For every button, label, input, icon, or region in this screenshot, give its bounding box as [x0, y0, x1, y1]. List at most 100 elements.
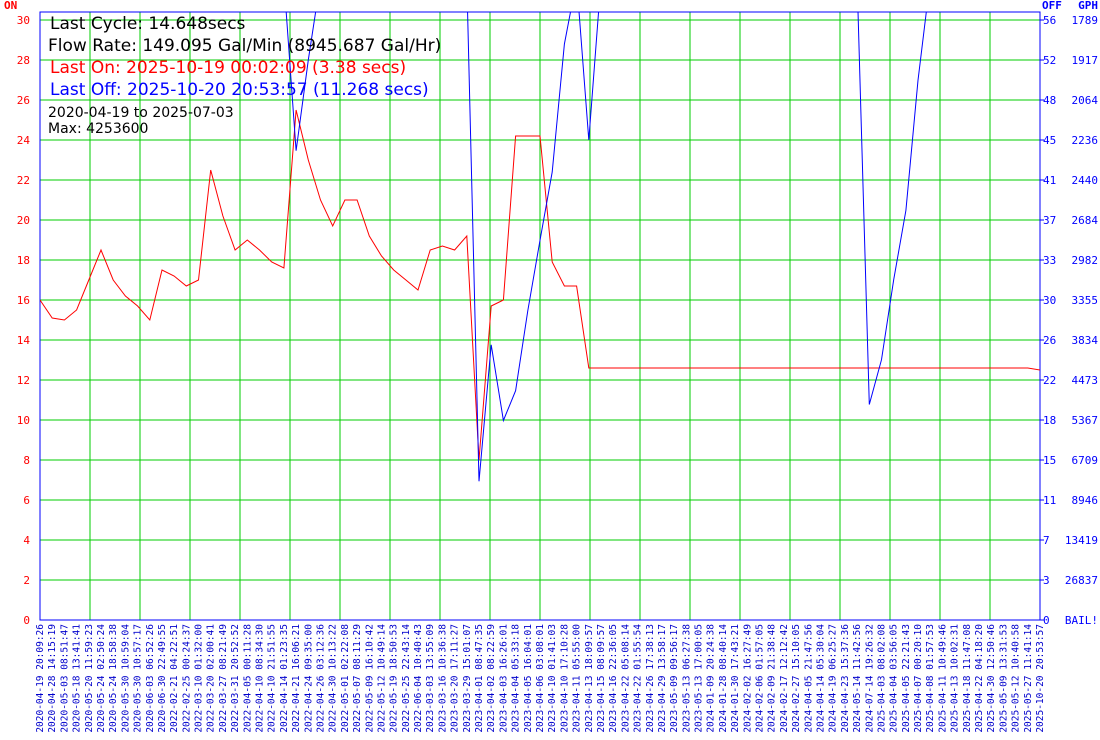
- y-tick-label: 8: [23, 454, 30, 467]
- gph-tick-label: 2064: [1072, 94, 1099, 107]
- x-tick-label: 2020-06-30 22:49:55: [157, 624, 168, 733]
- x-tick-label: 2024-01-30 17:43:21: [730, 624, 741, 733]
- vertical-grid: [39, 12, 1041, 621]
- x-tick-label: 2022-04-10 21:51:55: [267, 624, 278, 733]
- x-tick-label: 2025-04-07 00:20:10: [913, 624, 924, 733]
- date-range: 2020-04-19 to 2025-07-03: [48, 105, 234, 121]
- x-tick-label: 2025-04-22 04:18:20: [974, 624, 985, 733]
- y2-tick-label: 30: [1043, 294, 1056, 307]
- gph-tick-label: 1789: [1072, 14, 1099, 27]
- x-tick-label: 2023-04-01 08:47:35: [474, 624, 485, 733]
- gph-tick-label: 3355: [1072, 294, 1099, 307]
- gph-tick-label: 13419: [1065, 534, 1098, 547]
- x-tick-label: 2022-05-25 22:43:14: [401, 624, 412, 733]
- gph-tick-label: 1917: [1072, 54, 1099, 67]
- x-tick-label: 2022-03-27 08:21:49: [218, 624, 229, 733]
- gph-tick-label: 26837: [1065, 574, 1098, 587]
- x-tick-label: 2020-05-24 18:58:38: [108, 624, 119, 733]
- y-tick-label: 26: [17, 94, 30, 107]
- y2-tick-label: 26: [1043, 334, 1056, 347]
- y2-tick-label: 0: [1043, 614, 1050, 627]
- y2-tick-label: 15: [1043, 454, 1056, 467]
- x-tick-label: 2025-05-12 10:40:58: [1011, 624, 1022, 733]
- x-tick-label: 2020-05-24 02:50:24: [96, 624, 107, 733]
- x-tick-label: 2020-04-19 20:09:26: [35, 624, 46, 733]
- x-tick-label: 2022-05-01 02:22:08: [340, 624, 351, 733]
- y-tick-label: 16: [17, 294, 30, 307]
- gph-axis-label: GPH: [1078, 0, 1098, 12]
- y2-tick-label: 33: [1043, 254, 1056, 267]
- y2-tick-label: 41: [1043, 174, 1056, 187]
- x-tick-label: 2023-04-26 17:38:13: [645, 624, 656, 733]
- y-tick-label: 14: [17, 334, 31, 347]
- off-axis-label: OFF: [1042, 0, 1062, 12]
- y-tick-label: 30: [17, 14, 30, 27]
- x-tick-label: 2022-03-31 20:52:52: [230, 624, 241, 733]
- last-cycle: Last Cycle: 14.648secs: [50, 14, 246, 34]
- x-tick-label: 2020-04-28 14:15:19: [47, 624, 58, 733]
- gph-tick-label: 2684: [1072, 214, 1099, 227]
- x-tick-label: 2023-04-10 01:41:03: [547, 624, 558, 733]
- x-tick-label: 2023-04-03 16:26:01: [498, 624, 509, 733]
- x-tick-label: 2022-03-20 02:00:41: [206, 624, 217, 733]
- y-tick-label: 28: [17, 54, 30, 67]
- x-tick-label: 2022-02-25 00:24:37: [181, 624, 192, 733]
- x-tick-label: 2022-05-12 10:49:14: [376, 624, 387, 733]
- on-axis-label: ON: [4, 0, 17, 12]
- y2-tick-label: 3: [1043, 574, 1050, 587]
- x-tick-label: 2023-04-02 08:22:59: [486, 624, 497, 733]
- x-tick-label: 2022-04-24 09:35:00: [303, 624, 314, 733]
- x-tick-label: 2020-06-03 06:52:26: [145, 624, 156, 733]
- x-tick-label: 2024-04-23 15:37:36: [840, 624, 851, 733]
- y-tick-label: 24: [17, 134, 31, 147]
- x-tick-label: 2025-04-04 03:56:05: [889, 624, 900, 733]
- x-tick-label: 2025-05-09 13:31:53: [998, 624, 1009, 733]
- x-tick-label: 2024-04-05 21:47:56: [803, 624, 814, 733]
- y-tick-label: 20: [17, 214, 30, 227]
- x-tick-label: 2024-02-17 12:12:42: [779, 624, 790, 733]
- gph-tick-label: 5367: [1072, 414, 1099, 427]
- y2-tick-label: 18: [1043, 414, 1056, 427]
- y2-tick-label: 56: [1043, 14, 1056, 27]
- plot-frame: [39, 11, 1041, 621]
- x-tick-label: 2025-04-11 10:49:46: [937, 624, 948, 733]
- x-tick-label: 2022-04-14 01:23:35: [279, 624, 290, 733]
- y2-tick-label: 37: [1043, 214, 1056, 227]
- gph-tick-label: BAIL!: [1065, 614, 1098, 627]
- x-tick-label: 2020-05-20 11:59:23: [84, 624, 95, 733]
- x-tick-label: 2023-04-22 01:55:54: [633, 624, 644, 733]
- x-tick-label: 2023-04-04 05:33:18: [511, 624, 522, 733]
- y2-tick-label: 7: [1043, 534, 1050, 547]
- x-tick-label: 2025-04-03 08:02:08: [876, 624, 887, 733]
- y2-tick-label: 52: [1043, 54, 1056, 67]
- x-tick-label: 2025-04-30 12:50:46: [986, 624, 997, 733]
- gph-tick-label: 4473: [1072, 374, 1099, 387]
- x-tick-label: 2025-10-20 20:53:57: [1035, 624, 1046, 733]
- y-tick-label: 4: [23, 534, 30, 547]
- x-tick-label: 2024-02-06 01:57:05: [755, 624, 766, 733]
- gph-tick-label: 2440: [1072, 174, 1099, 187]
- x-tick-label: 2025-04-13 10:02:31: [950, 624, 961, 733]
- x-tick-label: 2023-04-05 16:04:01: [523, 624, 534, 733]
- gph-tick-label: 3834: [1072, 334, 1099, 347]
- x-tick-label: 2024-04-19 06:25:27: [828, 624, 839, 733]
- x-tick-label: 2024-07-14 19:26:32: [864, 624, 875, 733]
- y2-tick-label: 45: [1043, 134, 1056, 147]
- x-tick-label: 2023-04-16 22:36:05: [608, 624, 619, 733]
- x-tick-label: 2022-05-19 18:50:53: [389, 624, 400, 733]
- x-tick-label: 2025-04-18 11:47:08: [962, 624, 973, 733]
- x-tick-label: 2023-04-10 17:10:28: [559, 624, 570, 733]
- x-tick-label: 2024-01-28 08:40:14: [718, 624, 729, 733]
- x-tick-label: 2023-03-16 10:36:38: [437, 624, 448, 733]
- x-tick-label: 2023-05-09 09:56:17: [669, 624, 680, 733]
- x-tick-label: 2024-05-14 11:42:56: [852, 624, 863, 733]
- last-on: Last On: 2025-10-19 00:02:09 (3.38 secs): [50, 58, 406, 78]
- y2-tick-label: 11: [1043, 494, 1056, 507]
- x-tick-label: 2022-05-09 16:10:42: [364, 624, 375, 733]
- y-tick-label: 12: [17, 374, 30, 387]
- series-line: [40, 109, 1040, 461]
- x-tick-label: 2020-05-03 08:51:47: [59, 624, 70, 733]
- x-tick-label: 2022-03-10 01:32:00: [194, 624, 205, 733]
- y2-tick-label: 22: [1043, 374, 1056, 387]
